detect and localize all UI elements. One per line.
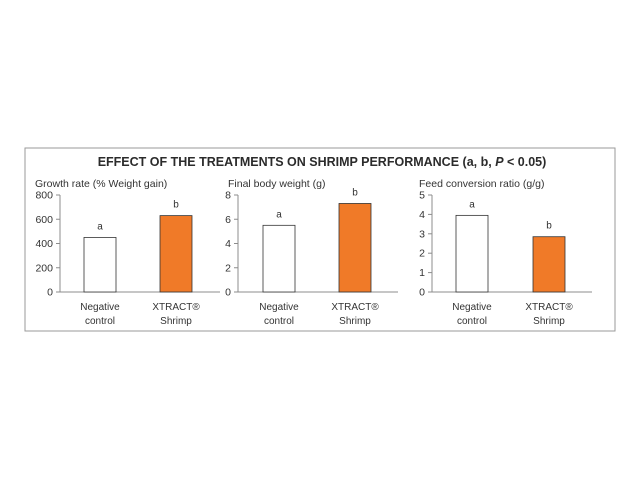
bar-xtract-shrimp xyxy=(532,236,566,293)
bar-negative-control xyxy=(455,214,489,293)
y-tick-label: 5 xyxy=(419,190,425,202)
y-tick-label: 0 xyxy=(225,287,231,299)
bar-negative-control xyxy=(262,224,296,293)
x-category-label-line1: Negative xyxy=(452,302,492,313)
y-tick-label: 1 xyxy=(419,267,425,279)
bar-xtract-shrimp xyxy=(338,203,372,293)
x-category-label-line2: control xyxy=(457,316,487,327)
figure-title-p: P xyxy=(495,155,504,169)
y-tick-label: 4 xyxy=(225,238,231,250)
significance-letter: a xyxy=(469,199,475,210)
y-tick-label: 6 xyxy=(225,214,231,226)
x-category-label-line1: XTRACT® xyxy=(525,302,573,313)
significance-letter: b xyxy=(352,187,358,198)
bar-xtract-shrimp xyxy=(159,215,193,293)
y-tick-label: 200 xyxy=(35,262,53,274)
y-tick-label: 800 xyxy=(35,190,53,202)
significance-letter: a xyxy=(97,221,103,232)
figure-border xyxy=(24,147,616,332)
y-axis-label: Growth rate (% Weight gain) xyxy=(35,178,167,190)
x-category-label-line1: XTRACT® xyxy=(152,302,200,313)
x-category-label-line1: Negative xyxy=(259,302,299,313)
y-tick-label: 8 xyxy=(225,190,231,202)
y-tick-label: 400 xyxy=(35,238,53,250)
x-category-label-line2: control xyxy=(264,316,294,327)
y-tick-label: 2 xyxy=(419,248,425,260)
chart-panels: Growth rate (% Weight gain)0200400600800… xyxy=(35,178,592,327)
y-tick-label: 3 xyxy=(419,228,425,240)
significance-letter: b xyxy=(173,200,179,211)
figure-title: EFFECT OF THE TREATMENTS ON SHRIMP PERFO… xyxy=(98,155,547,169)
significance-letter: a xyxy=(276,209,282,220)
x-category-label-line1: XTRACT® xyxy=(331,302,379,313)
figure-title-close: < 0.05) xyxy=(504,155,547,169)
y-axis-label: Final body weight (g) xyxy=(228,178,325,190)
y-tick-label: 0 xyxy=(47,287,53,299)
y-axis-label: Feed conversion ratio (g/g) xyxy=(419,178,544,190)
x-category-label-line2: control xyxy=(85,316,115,327)
bar-negative-control xyxy=(83,237,117,293)
figure-title-open: (a, b, xyxy=(459,155,495,169)
y-tick-label: 0 xyxy=(419,287,425,299)
y-tick-label: 2 xyxy=(225,262,231,274)
x-category-label-line2: Shrimp xyxy=(533,316,565,327)
x-category-label-line2: Shrimp xyxy=(160,316,192,327)
figure-title-main: EFFECT OF THE TREATMENTS ON SHRIMP PERFO… xyxy=(98,155,459,169)
significance-letter: b xyxy=(546,221,552,232)
x-category-label-line2: Shrimp xyxy=(339,316,371,327)
x-category-label-line1: Negative xyxy=(80,302,120,313)
y-tick-label: 600 xyxy=(35,214,53,226)
y-tick-label: 4 xyxy=(419,209,425,221)
